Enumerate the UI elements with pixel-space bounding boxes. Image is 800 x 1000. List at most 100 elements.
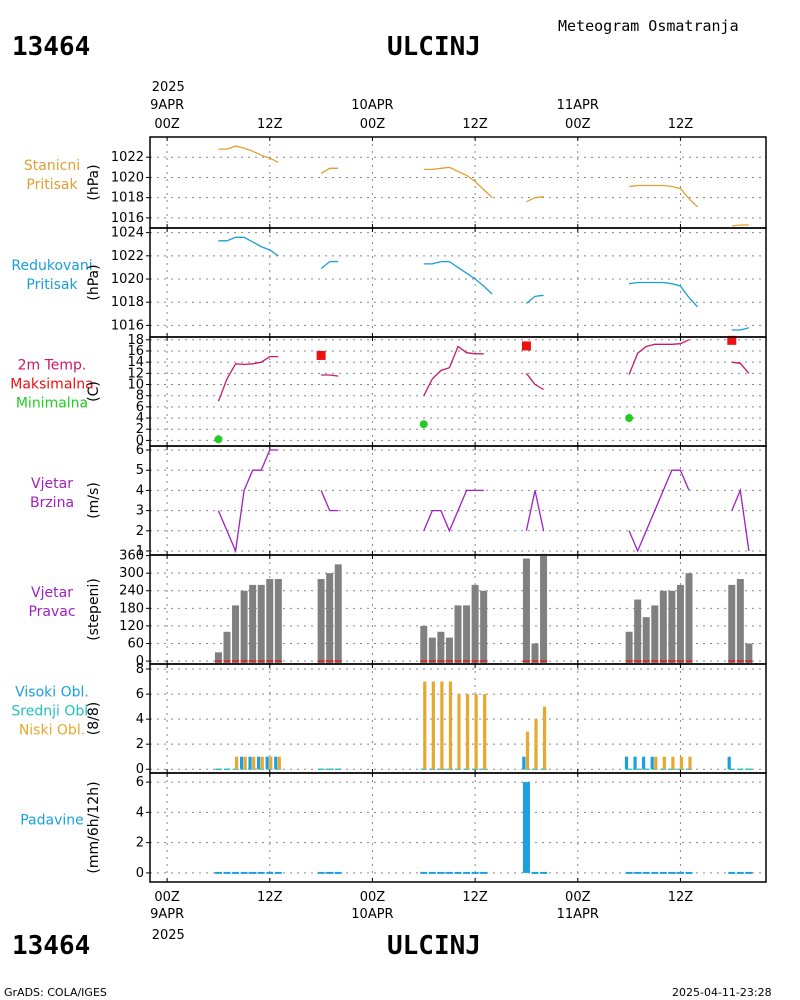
y-tick-label: 4	[136, 411, 144, 426]
y-tick-label: 3	[136, 504, 144, 519]
wind-direction-bar	[634, 599, 642, 664]
wind-direction-bar	[471, 584, 479, 664]
cloud-bar	[624, 756, 629, 770]
series-line-segment	[423, 166, 493, 199]
station-name-bottom: ULCINJ	[387, 931, 481, 961]
series-line-segment	[423, 345, 484, 396]
y-tick-label: 1022	[111, 249, 144, 264]
y-tick-label: 1018	[111, 295, 144, 310]
panel-frame	[149, 227, 767, 338]
y-tick-label: 14	[127, 355, 144, 370]
y-axis-label: (hPa)	[86, 164, 102, 200]
cloud-bar	[483, 694, 487, 770]
panel-label: Pritisak	[26, 177, 78, 193]
panel-frame	[149, 136, 767, 229]
time-year-top: 2025	[152, 80, 185, 95]
cloud-bar	[642, 756, 646, 770]
panel-label: Pravac	[28, 604, 75, 620]
cloud-bar	[260, 756, 264, 770]
wind-direction-bar	[334, 564, 342, 664]
series-line-segment	[218, 145, 279, 163]
panel-label: Maksimalna	[10, 377, 94, 393]
y-tick-label: 10	[127, 378, 144, 393]
time-hour-top: 00Z	[154, 117, 180, 132]
y-axis-label: (8/8)	[86, 702, 102, 735]
wind-direction-bar	[240, 590, 248, 664]
wind-direction-bar	[428, 637, 436, 664]
cloud-bar	[431, 681, 435, 770]
time-hour-top: 00Z	[565, 117, 591, 132]
y-tick-label: 6	[136, 400, 144, 415]
wind-direction-bar	[480, 590, 488, 664]
min-temp-marker	[419, 420, 428, 429]
y-tick-label: 0	[136, 433, 144, 448]
series-line-segment	[628, 469, 690, 553]
series-line-segment	[321, 374, 339, 377]
series-line-segment	[217, 449, 279, 554]
wind-direction-bar	[214, 652, 222, 664]
station-name-top: ULCINJ	[387, 32, 481, 62]
panel-label: Vjetar	[31, 585, 73, 601]
cloud-bar	[465, 694, 470, 770]
time-hour-bottom: 12Z	[257, 890, 283, 905]
cloud-bar	[448, 681, 453, 770]
cloud-bar	[474, 694, 478, 770]
cloud-bar	[654, 756, 658, 770]
series-line-segment	[320, 490, 339, 512]
series-line-segment	[525, 294, 544, 304]
y-tick-label: 0	[136, 654, 144, 669]
wind-direction-bar	[531, 643, 539, 664]
cloud-bar	[633, 756, 637, 770]
wind-direction-bar	[685, 573, 693, 664]
cloud-bar	[522, 756, 526, 770]
y-tick-label: 2	[136, 422, 144, 437]
precip-bar	[522, 782, 530, 873]
y-tick-label: 4	[136, 805, 144, 820]
y-axis-label: (m/s)	[86, 482, 102, 519]
time-hour-bottom: 00Z	[565, 890, 591, 905]
series-line-segment	[320, 167, 339, 174]
panel-label: Niski Obl.	[19, 723, 85, 739]
y-tick-label: 2	[136, 836, 144, 851]
y-tick-label: 360	[119, 549, 144, 564]
series-line-segment	[525, 490, 545, 531]
time-hour-bottom: 12Z	[668, 890, 694, 905]
wind-direction-bar	[463, 605, 471, 664]
wind-direction-bar	[223, 631, 231, 664]
y-tick-label: 120	[119, 619, 144, 634]
time-hour-top: 12Z	[668, 117, 694, 132]
panel-label: Stanicni	[24, 158, 80, 174]
cloud-bar	[252, 756, 256, 770]
series-line-segment	[217, 355, 279, 402]
y-tick-label: 2	[136, 737, 144, 752]
cloud-bar	[534, 719, 538, 770]
wind-direction-bar	[625, 631, 633, 664]
wind-direction-bar	[728, 584, 736, 664]
footer-timestamp: 2025-04-11-23:28	[672, 986, 772, 999]
y-tick-label: 8	[136, 662, 144, 677]
cloud-bar	[265, 756, 269, 770]
min-temp-marker	[625, 414, 634, 423]
wind-direction-bar	[522, 558, 530, 664]
y-tick-label: 1024	[111, 226, 144, 241]
panel-frame	[149, 772, 767, 883]
time-date-top: 11APR	[557, 98, 599, 113]
time-date-top: 9APR	[150, 98, 184, 113]
time-hour-bottom: 00Z	[154, 890, 180, 905]
series-line-segment	[423, 489, 484, 533]
time-hour-top: 12Z	[462, 117, 488, 132]
series-line-segment	[423, 260, 493, 295]
wind-direction-bar	[659, 590, 667, 664]
cloud-bar	[274, 756, 278, 770]
cloud-bar	[457, 694, 461, 770]
cloud-bar	[234, 756, 239, 770]
panel-label: Pritisak	[26, 277, 78, 293]
series-line-segment	[731, 361, 750, 374]
time-date-bottom: 10APR	[351, 907, 393, 922]
time-year-bottom: 2025	[152, 928, 185, 943]
y-tick-label: 5	[136, 463, 144, 478]
series-line-segment	[629, 184, 699, 208]
y-tick-label: 60	[127, 636, 144, 651]
series-line-segment	[628, 339, 690, 375]
panel-label: Redukovani	[11, 258, 92, 274]
